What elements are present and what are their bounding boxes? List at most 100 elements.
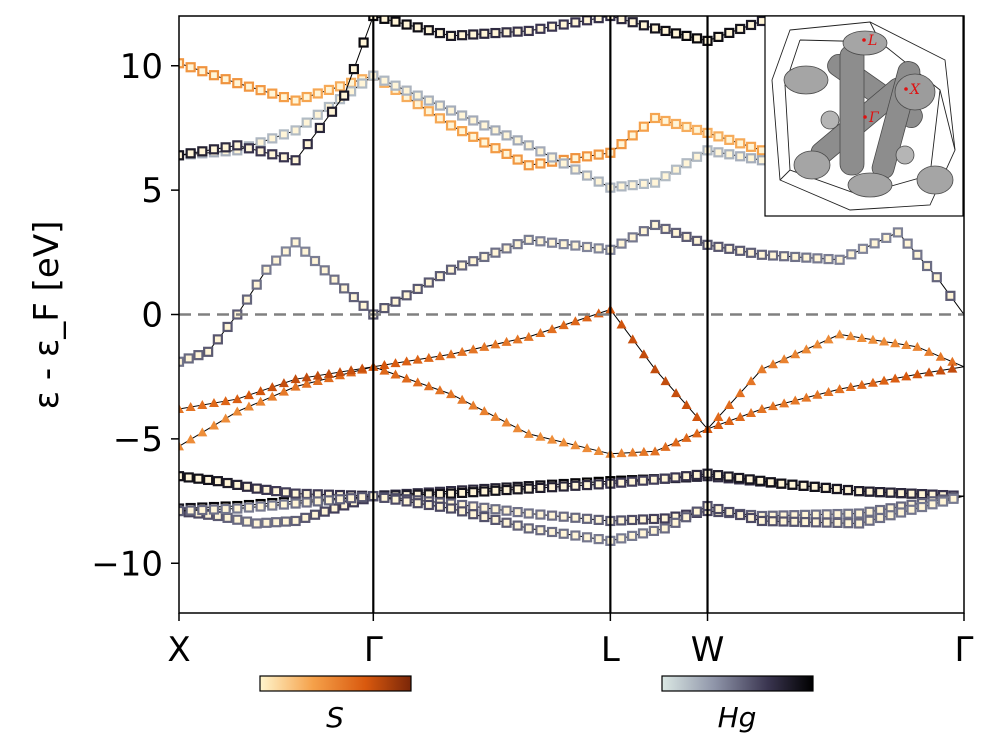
- band5-marker: [638, 446, 649, 456]
- band8-marker: [301, 91, 312, 103]
- band5-marker: [255, 396, 266, 406]
- band7-marker: [881, 232, 892, 243]
- band8-marker: [312, 88, 323, 99]
- band9-marker: [660, 171, 671, 182]
- band4-marker: [546, 526, 558, 538]
- band7-marker: [892, 227, 904, 238]
- band9-marker: [735, 151, 746, 162]
- band6-marker: [401, 356, 412, 366]
- band7-marker: [379, 303, 390, 314]
- band6-marker: [823, 386, 834, 396]
- band2-marker: [787, 479, 798, 490]
- band10-marker: [724, 27, 735, 39]
- band5-marker: [801, 344, 812, 354]
- band7-marker: [713, 241, 724, 252]
- band2-marker: [734, 472, 745, 484]
- band4-marker: [810, 517, 821, 528]
- band6-marker: [901, 371, 912, 381]
- band2-marker: [512, 484, 523, 495]
- band10-marker: [501, 27, 512, 38]
- band2-marker: [681, 471, 692, 482]
- band10-marker: [197, 146, 208, 157]
- band8-marker: [638, 121, 649, 132]
- band5-marker: [650, 446, 661, 456]
- band4-marker: [208, 504, 220, 515]
- band10-marker: [290, 155, 301, 166]
- band6-marker: [912, 369, 923, 379]
- band4-marker: [843, 518, 854, 529]
- band8-marker: [649, 112, 661, 124]
- y-tick-label: −5: [113, 420, 163, 460]
- band10-marker: [314, 122, 325, 134]
- band2-marker: [468, 487, 479, 498]
- band7-marker: [593, 243, 604, 254]
- band8-marker: [512, 154, 523, 165]
- band4-marker: [334, 494, 346, 505]
- band2-marker: [906, 488, 917, 499]
- band4-marker: [648, 525, 659, 537]
- band6-marker: [423, 352, 434, 362]
- band8-marker: [490, 143, 501, 154]
- band6-marker: [267, 382, 278, 392]
- band3-marker: [627, 514, 638, 526]
- band9-marker: [468, 115, 479, 126]
- band3-marker: [501, 505, 512, 516]
- band8-marker: [323, 84, 334, 96]
- band9-marker: [401, 85, 412, 96]
- band3-marker: [251, 518, 262, 529]
- band6-marker: [746, 408, 757, 418]
- band5-marker: [290, 381, 301, 391]
- band7-marker: [479, 251, 490, 263]
- band9-marker: [546, 152, 558, 163]
- band4-marker: [535, 525, 546, 536]
- band6-marker: [790, 395, 801, 405]
- band9-marker: [713, 147, 724, 158]
- band2-marker: [271, 486, 282, 497]
- band6-marker: [379, 359, 390, 369]
- band5-marker: [278, 386, 289, 396]
- band7-marker: [300, 246, 311, 257]
- band8-marker: [713, 131, 724, 142]
- band3-marker: [832, 508, 843, 520]
- band5-marker: [790, 349, 801, 359]
- band3-marker: [241, 516, 253, 527]
- band9-marker: [423, 95, 434, 106]
- band5-marker: [523, 428, 534, 438]
- band9-marker: [523, 140, 534, 151]
- band4-marker: [179, 505, 185, 517]
- band4-marker: [756, 515, 768, 527]
- band4-marker: [948, 493, 959, 504]
- band8-marker: [255, 85, 266, 96]
- band10-marker: [638, 20, 649, 31]
- band7-marker: [801, 252, 812, 263]
- band9-marker: [691, 151, 703, 162]
- band6-marker: [879, 375, 890, 385]
- band7-marker: [735, 245, 746, 256]
- band7-marker: [523, 234, 534, 245]
- band2-marker: [842, 484, 854, 496]
- band2-marker: [581, 479, 593, 491]
- band6-marker: [924, 367, 935, 377]
- band2-marker: [755, 475, 766, 486]
- band10-marker: [185, 148, 196, 159]
- band7-marker: [812, 253, 823, 264]
- band6-marker: [616, 319, 627, 329]
- band5-marker: [243, 401, 254, 411]
- band8-marker: [232, 78, 243, 89]
- band4-marker: [691, 506, 702, 517]
- band2-marker: [627, 476, 638, 487]
- band8-marker: [535, 158, 546, 169]
- x-tick-label: L: [601, 630, 620, 670]
- band7-marker: [445, 264, 457, 275]
- band6-marker: [357, 363, 368, 373]
- band2-marker: [251, 483, 262, 494]
- band4-marker: [874, 512, 886, 524]
- band7-marker: [790, 251, 801, 263]
- band3-marker: [329, 503, 340, 514]
- band10-marker: [735, 23, 746, 35]
- band7-marker: [616, 238, 627, 249]
- band2-marker: [659, 473, 670, 484]
- band3-marker: [864, 506, 875, 517]
- band7-marker: [319, 265, 330, 276]
